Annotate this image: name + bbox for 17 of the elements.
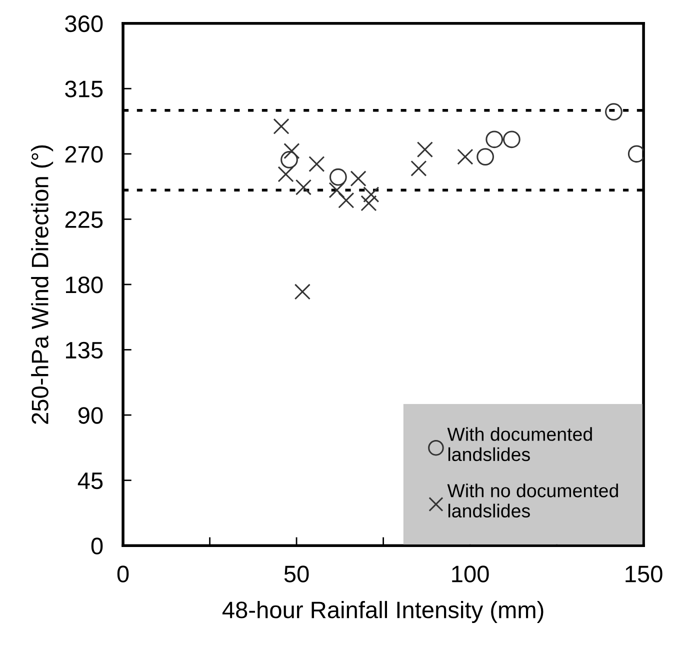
y-axis-title: 250-hPa Wind Direction (°)	[31, 145, 54, 424]
y-tick-label: 225	[65, 211, 103, 228]
y-tick-label: 360	[65, 15, 103, 32]
y-tick-label: 0	[91, 538, 103, 554]
legend-label: With no documented landslides	[447, 484, 618, 518]
y-tick-label: 45	[78, 472, 103, 490]
x-tick-label: 100	[452, 566, 489, 582]
y-tick-label: 270	[65, 146, 103, 163]
y-tick-label: 135	[66, 342, 103, 359]
x-tick-label: 50	[284, 566, 309, 582]
y-tick-label: 90	[78, 407, 103, 424]
y-tick-label: 180	[66, 276, 103, 294]
x-axis-title: 48-hour Rainfall Intensity (mm)	[222, 600, 544, 623]
x-tick-label: 0	[117, 566, 129, 582]
y-tick-label: 315	[65, 80, 103, 98]
x-tick-label: 150	[626, 566, 662, 582]
legend-label: With documented landslides	[447, 427, 592, 462]
